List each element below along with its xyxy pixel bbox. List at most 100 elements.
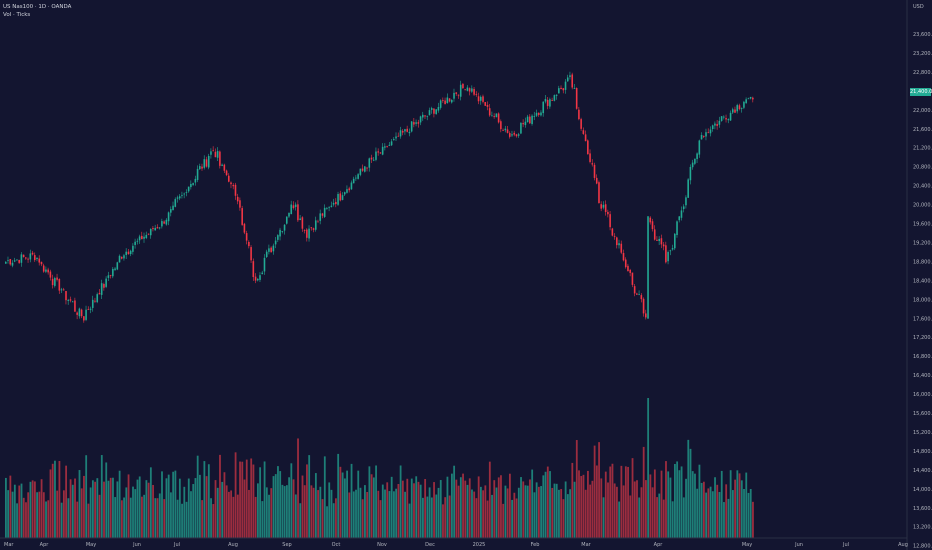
candle <box>569 71 571 80</box>
candle-body <box>368 158 371 168</box>
volume-bar <box>7 490 10 538</box>
candle-body <box>743 101 745 108</box>
volume-bar <box>5 477 7 538</box>
volume-bar <box>236 494 239 538</box>
volume-bar <box>466 484 469 538</box>
volume-bar <box>241 461 244 538</box>
candle <box>58 278 61 294</box>
volume-bar <box>731 490 734 538</box>
candle <box>281 230 284 234</box>
currency-label[interactable]: USD <box>913 4 924 10</box>
candle-body <box>232 185 235 187</box>
candle-body <box>145 234 148 238</box>
candle <box>47 267 49 275</box>
candle <box>698 139 701 158</box>
candle-body <box>549 99 551 107</box>
time-tick-label: May <box>742 542 752 548</box>
volume-bar <box>31 480 34 538</box>
price-tick-label: 15,600.0 <box>913 411 932 417</box>
candle <box>11 260 14 268</box>
candle <box>526 114 529 123</box>
candle-body <box>96 294 99 303</box>
candle-body <box>120 256 123 259</box>
volume-bar <box>192 484 195 538</box>
candle-body <box>40 261 43 265</box>
candle <box>268 244 270 255</box>
candle-body <box>595 177 598 184</box>
candle-body <box>587 140 589 155</box>
price-tick-label: 19,200.0 <box>913 240 932 246</box>
volume-bar <box>705 492 708 538</box>
candle-body <box>167 212 170 222</box>
volume-bar <box>631 458 634 538</box>
candle-body <box>158 227 161 229</box>
volume-bar <box>196 455 199 538</box>
candle-body <box>265 251 268 258</box>
volume-bar <box>410 478 413 538</box>
volume-bar <box>442 504 444 538</box>
volume-bar <box>138 476 141 538</box>
candle <box>33 252 36 262</box>
volume-bar <box>33 481 36 538</box>
candle <box>199 163 201 170</box>
candle-body <box>680 210 683 218</box>
candle-body <box>372 159 375 161</box>
candle <box>51 274 54 289</box>
candle <box>7 256 9 264</box>
candle <box>671 244 674 251</box>
candle <box>459 80 462 101</box>
candle <box>682 204 685 213</box>
candle-body <box>149 228 152 236</box>
candle <box>645 309 647 320</box>
price-tick-label: 22,000.0 <box>913 108 932 114</box>
candle-body <box>495 113 498 118</box>
volume-bar <box>671 501 674 538</box>
volume-bar <box>314 473 317 538</box>
candle-body <box>448 98 451 102</box>
candle <box>187 186 190 193</box>
candle <box>292 201 295 210</box>
candle-body <box>210 151 212 155</box>
volume-bar <box>482 490 485 538</box>
candle-body <box>341 195 344 200</box>
candle <box>560 85 562 90</box>
volume-bar <box>29 481 32 538</box>
volume-bar <box>341 472 344 538</box>
candle <box>192 182 194 187</box>
candle-body <box>76 312 78 315</box>
candle <box>620 240 623 255</box>
candle <box>370 154 373 163</box>
candle-body <box>33 255 36 261</box>
price-scale[interactable]: 23,600.023,200.022,800.022,400.022,000.0… <box>913 32 932 550</box>
candle <box>270 246 272 253</box>
volume-bar <box>105 462 108 538</box>
volume-bar <box>620 465 623 538</box>
candle-body <box>105 278 107 287</box>
candle-body <box>455 92 458 94</box>
volume-bar <box>205 476 208 538</box>
symbol-title[interactable]: US Nas100 · 1D · OANDA <box>3 4 72 10</box>
volume-bar <box>228 491 230 538</box>
price-tick-label: 14,400.0 <box>913 468 932 474</box>
candle-body <box>241 208 243 225</box>
candle-body <box>45 269 47 272</box>
volume-bar <box>500 475 502 538</box>
volume-bar <box>513 492 516 538</box>
candle-body <box>424 115 426 117</box>
volume-bar <box>685 478 687 538</box>
volume-bar <box>370 474 373 538</box>
candle-body <box>228 175 230 182</box>
candle-body <box>236 196 239 202</box>
candle-body <box>506 129 509 133</box>
candle-body <box>493 116 495 117</box>
volume-bar <box>339 466 342 538</box>
volume-bar <box>537 486 540 538</box>
time-scale[interactable]: Mar Apr May Jun Jul Aug Sep Oct Nov Dec 2025 Feb Mar… <box>4 542 908 548</box>
volume-bar <box>283 486 286 538</box>
candle <box>343 191 346 197</box>
volume-title[interactable]: Vol · Ticks <box>3 12 31 18</box>
candle-body <box>203 159 206 168</box>
volume-bar <box>689 448 692 538</box>
